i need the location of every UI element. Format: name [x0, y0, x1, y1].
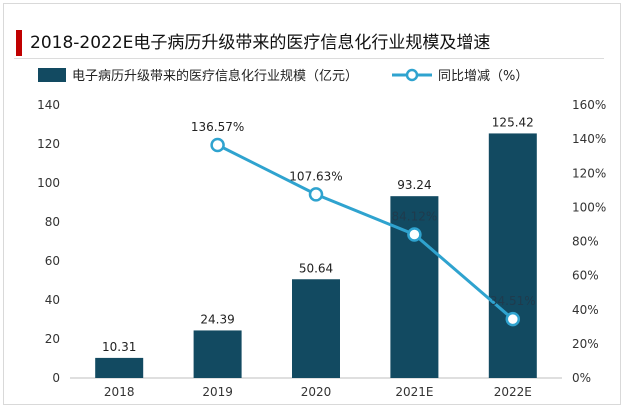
- legend-line-marker: [405, 68, 419, 82]
- bar: [193, 330, 242, 378]
- left-y-tick-label: 20: [45, 332, 60, 346]
- left-y-tick-label: 100: [37, 176, 60, 190]
- bar-value-label: 93.24: [397, 178, 431, 192]
- right-y-tick-label: 0%: [572, 371, 591, 385]
- left-y-tick-label: 60: [45, 254, 60, 268]
- x-axis: 2018 2019 2020 2021E 2022E: [70, 377, 562, 399]
- left-y-tick-label: 0: [52, 371, 60, 385]
- legend: 电子病历升级带来的医疗信息化行业规模（亿元） 同比增减（%）: [38, 68, 528, 84]
- left-y-tick-label: 40: [45, 293, 60, 307]
- bar-series: 10.31 24.39 50.64 93.24 125.42: [95, 115, 537, 378]
- right-y-tick-label: 160%: [572, 98, 606, 112]
- line-point: [407, 227, 422, 242]
- line-value-label: 84.12%: [392, 209, 438, 223]
- left-y-axis: 0 20 40 60 80 100 120 140: [37, 98, 60, 385]
- left-y-tick-label: 120: [37, 137, 60, 151]
- line-value-label: 136.57%: [191, 120, 244, 134]
- left-y-tick-label: 80: [45, 215, 60, 229]
- legend-bar-swatch: [38, 68, 66, 82]
- x-tick-label: 2021E: [395, 385, 433, 399]
- chart-title: 2018-2022E电子病历升级带来的医疗信息化行业规模及增速: [30, 33, 491, 53]
- line-value-label: 34.51%: [490, 294, 536, 308]
- right-y-tick-label: 100%: [572, 200, 606, 214]
- bar: [488, 133, 537, 378]
- growth-line: [216, 143, 514, 321]
- left-y-tick-label: 140: [37, 98, 60, 112]
- x-tick-label: 2018: [104, 385, 135, 399]
- right-y-axis: 0% 20% 40% 60% 80% 100% 120% 140% 160%: [572, 98, 606, 385]
- right-y-tick-label: 40%: [572, 303, 599, 317]
- bar-value-label: 125.42: [492, 115, 534, 129]
- line-point: [505, 311, 521, 327]
- right-y-tick-label: 20%: [572, 337, 599, 351]
- line-point: [210, 137, 225, 153]
- right-y-tick-label: 60%: [572, 269, 599, 283]
- bar-value-label: 50.64: [299, 261, 333, 275]
- right-y-tick-label: 80%: [572, 235, 599, 249]
- legend-line-label: 同比增减（%）: [438, 69, 528, 84]
- line-point: [308, 187, 324, 202]
- legend-bar-label: 电子病历升级带来的医疗信息化行业规模（亿元）: [72, 68, 358, 84]
- line-series: 136.57% 107.63% 84.12% 34.51%: [191, 120, 536, 327]
- right-y-tick-label: 120%: [572, 166, 606, 180]
- bar: [95, 357, 144, 378]
- bar-value-label: 24.39: [200, 312, 234, 326]
- x-tick-label: 2019: [202, 385, 233, 399]
- right-y-tick-label: 140%: [572, 132, 606, 146]
- x-tick-label: 2022E: [494, 385, 532, 399]
- bar: [292, 279, 340, 378]
- title-accent-bar: [16, 30, 22, 56]
- line-value-label: 107.63%: [289, 169, 342, 183]
- bar-value-label: 10.31: [102, 340, 136, 354]
- x-tick-label: 2020: [301, 385, 332, 399]
- title-divider: [14, 58, 604, 59]
